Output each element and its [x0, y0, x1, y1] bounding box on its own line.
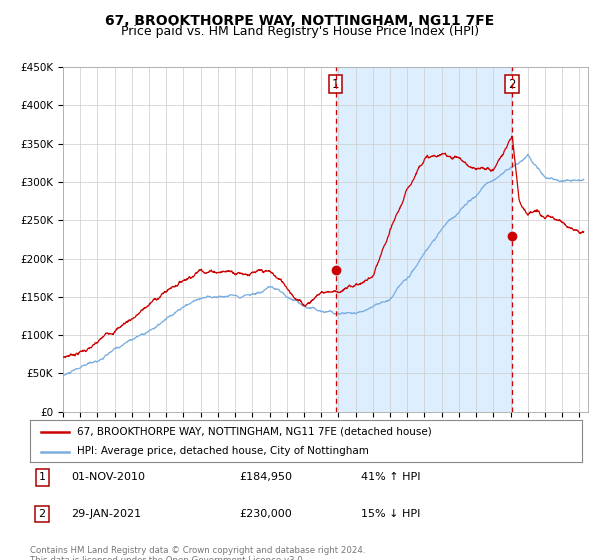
Text: 1: 1: [332, 77, 340, 91]
Text: 67, BROOKTHORPE WAY, NOTTINGHAM, NG11 7FE: 67, BROOKTHORPE WAY, NOTTINGHAM, NG11 7F…: [106, 14, 494, 28]
Text: 41% ↑ HPI: 41% ↑ HPI: [361, 473, 421, 482]
Text: 2: 2: [508, 77, 515, 91]
Text: 15% ↓ HPI: 15% ↓ HPI: [361, 509, 421, 519]
Text: 01-NOV-2010: 01-NOV-2010: [71, 473, 145, 482]
Text: 2: 2: [38, 509, 46, 519]
Text: Contains HM Land Registry data © Crown copyright and database right 2024.
This d: Contains HM Land Registry data © Crown c…: [30, 546, 365, 560]
Text: HPI: Average price, detached house, City of Nottingham: HPI: Average price, detached house, City…: [77, 446, 369, 456]
Bar: [335, 67, 512, 412]
Text: Price paid vs. HM Land Registry's House Price Index (HPI): Price paid vs. HM Land Registry's House …: [121, 25, 479, 38]
Text: £230,000: £230,000: [240, 509, 293, 519]
Text: 67, BROOKTHORPE WAY, NOTTINGHAM, NG11 7FE (detached house): 67, BROOKTHORPE WAY, NOTTINGHAM, NG11 7F…: [77, 427, 431, 437]
Text: 1: 1: [38, 473, 46, 482]
Text: £184,950: £184,950: [240, 473, 293, 482]
Text: 29-JAN-2021: 29-JAN-2021: [71, 509, 142, 519]
